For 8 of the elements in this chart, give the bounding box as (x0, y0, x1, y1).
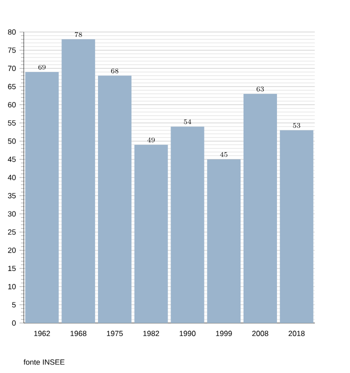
bar (25, 72, 59, 323)
bar (134, 144, 168, 323)
bar (244, 94, 277, 323)
bar (62, 39, 96, 323)
bar (98, 76, 132, 323)
bar (280, 130, 314, 323)
bar (170, 126, 204, 323)
bar (207, 159, 241, 323)
